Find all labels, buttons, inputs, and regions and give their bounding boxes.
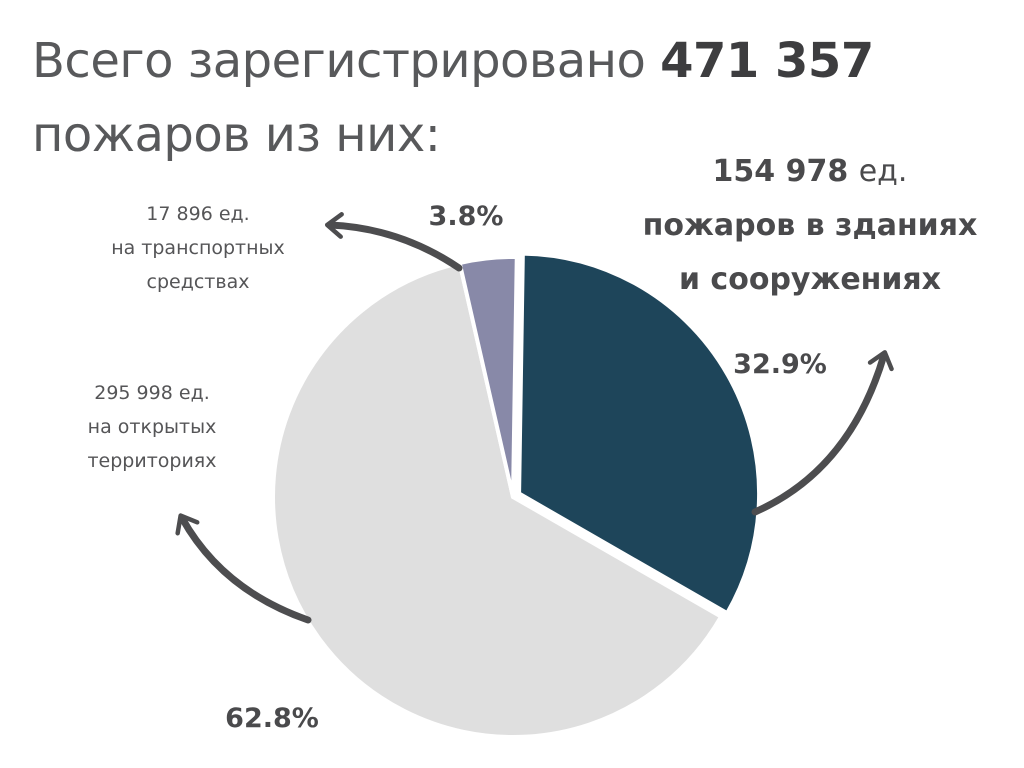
title-prefix: Всего зарегистрировано (32, 33, 646, 89)
buildings-unit: ед. (858, 154, 908, 189)
open-desc-line-2: территориях (87, 450, 217, 472)
transport-unit: ед. (218, 203, 250, 225)
percent-label-transport: 3.8% (429, 201, 504, 232)
open-desc-line-1: на открытых (87, 416, 217, 438)
pie-slice-buildings (517, 251, 762, 616)
transport-desc-line-1: на транспортных (111, 237, 285, 259)
page-title: Всего зарегистрировано 471 357 пожаров и… (32, 24, 874, 172)
buildings-count: 154 978 (712, 154, 849, 189)
open-count: 295 998 (94, 382, 173, 404)
pie-slice-open (271, 261, 724, 739)
label-transport: 17 896 ед. на транспортных средствах (98, 197, 298, 299)
buildings-desc-line-1: пожаров в зданиях (642, 208, 978, 243)
label-buildings: 154 978 ед. пожаров в зданиях и сооружен… (630, 145, 990, 307)
percent-label-open: 62.8% (225, 703, 319, 734)
transport-desc-line-2: средствах (146, 271, 250, 293)
pie-slice-transport (457, 255, 519, 499)
callout-arrows (175, 212, 894, 624)
title-suffix: пожаров из них: (32, 107, 441, 163)
percent-label-buildings: 32.9% (733, 349, 827, 380)
arrow-buildings-icon (751, 350, 894, 516)
buildings-desc-line-2: и сооружениях (678, 262, 942, 297)
pie-slices (271, 251, 762, 739)
label-open: 295 998 ед. на открытых территориях (52, 376, 252, 478)
transport-count: 17 896 (146, 203, 213, 225)
arrow-transport-icon (324, 212, 463, 272)
arrow-open-icon (175, 513, 312, 624)
percent-labels: 3.8% 32.9% 62.8% (225, 201, 827, 734)
open-unit: ед. (178, 382, 210, 404)
title-total: 471 357 (660, 33, 874, 89)
